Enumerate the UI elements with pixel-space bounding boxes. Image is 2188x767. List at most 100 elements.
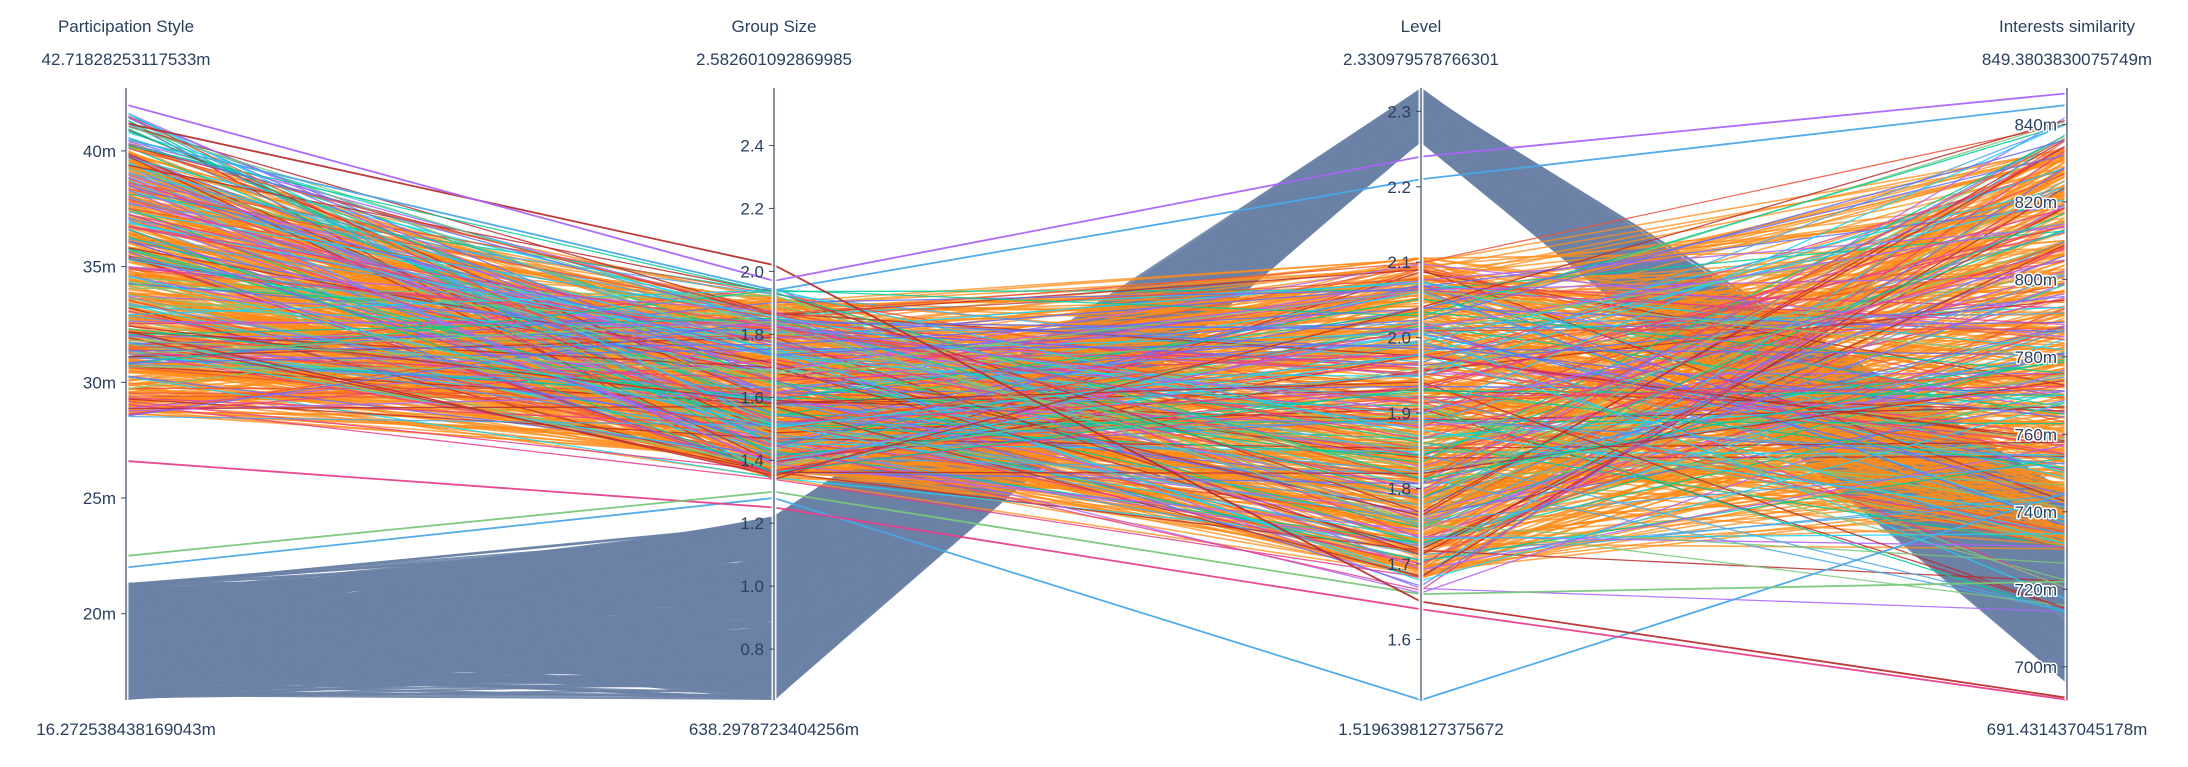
series-line-accent bbox=[125, 137, 2068, 517]
tick-label: 1.0 bbox=[740, 577, 764, 596]
series-line-accent bbox=[125, 272, 2068, 506]
axis-range-max: 849.3803830075749m bbox=[1982, 50, 2152, 69]
series-line-accent bbox=[125, 266, 2068, 571]
series-line-accent bbox=[125, 302, 2068, 522]
series-line-accent bbox=[125, 298, 2068, 550]
axis-title: Group Size bbox=[731, 17, 816, 36]
axis-range-min: 16.272538438169043m bbox=[36, 720, 216, 739]
series-line-accent bbox=[125, 123, 2068, 315]
series-line-accent bbox=[125, 122, 2068, 470]
series-line-accent bbox=[125, 210, 2068, 518]
tick-label: 1.8 bbox=[740, 325, 764, 344]
series-line-accent bbox=[125, 289, 2068, 438]
series-line-accent bbox=[125, 167, 2068, 427]
axis-2[interactable]: 0.8 1.0 1.2 1.4 1.6 1.8 2.0 2.2 2.4 Group Size 2.5… bbox=[689, 17, 859, 739]
series-line-outlier bbox=[125, 104, 2068, 292]
tick-label: 1.9 bbox=[1387, 404, 1411, 423]
series-line-accent bbox=[125, 153, 2068, 352]
tick-label: 35m bbox=[83, 258, 116, 277]
series-line-accent bbox=[125, 203, 2068, 547]
series-line-accent bbox=[125, 139, 2068, 356]
series-line-accent bbox=[125, 258, 2068, 414]
series-line-accent bbox=[125, 193, 2068, 293]
series-line-accent bbox=[125, 112, 2068, 540]
series-line-orange bbox=[125, 350, 2068, 500]
series-line-accent bbox=[125, 123, 2068, 427]
series-line-accent bbox=[125, 144, 2068, 480]
series-line-outlier bbox=[125, 491, 2068, 701]
tick-label: 2.4 bbox=[740, 136, 764, 155]
series-line-accent bbox=[125, 152, 2068, 610]
axes-layer: 20m 25m 30m 35m 40m Participation Style 42.718… bbox=[36, 17, 2152, 739]
series-line-accent bbox=[125, 114, 2068, 587]
axis-title: Level bbox=[1401, 17, 1442, 36]
tick-label: 2.2 bbox=[740, 199, 764, 218]
tick-label: 0.8 bbox=[740, 640, 764, 659]
series-line-accent bbox=[125, 320, 2068, 564]
series-line-accent bbox=[125, 336, 2068, 475]
axis-range-min: 638.2978723404256m bbox=[689, 720, 859, 739]
tick-label: 760m bbox=[2014, 425, 2057, 444]
series-line-accent bbox=[125, 179, 2068, 521]
series-line-accent bbox=[125, 257, 2068, 536]
tick-label: 800m bbox=[2014, 270, 2057, 289]
series-line-accent bbox=[125, 114, 2068, 431]
series-line-accent bbox=[125, 125, 2068, 507]
axis-range-min: 1.5196398127375672 bbox=[1338, 720, 1503, 739]
tick-label: 1.7 bbox=[1387, 555, 1411, 574]
series-line-accent bbox=[125, 145, 2068, 562]
axis-range-max: 2.582601092869985 bbox=[696, 50, 852, 69]
series-line-accent bbox=[125, 306, 2068, 582]
series-line-accent bbox=[125, 119, 2068, 477]
series-line-accent bbox=[125, 340, 2068, 520]
axis-1[interactable]: 20m 25m 30m 35m 40m Participation Style 42.718… bbox=[36, 17, 216, 739]
tick-label: 1.8 bbox=[1387, 480, 1411, 499]
tick-label: 25m bbox=[83, 489, 116, 508]
series-line-accent bbox=[125, 289, 2068, 373]
polylines-layer bbox=[125, 87, 2068, 701]
series-line-accent bbox=[125, 135, 2068, 556]
series-line-accent bbox=[125, 268, 2068, 404]
series-line-accent bbox=[125, 207, 2068, 341]
tick-label: 2.2 bbox=[1387, 178, 1411, 197]
tick-label: 1.6 bbox=[740, 388, 764, 407]
series-line-accent bbox=[125, 221, 2068, 375]
tick-label: 2.3 bbox=[1387, 102, 1411, 121]
tick-label: 820m bbox=[2014, 193, 2057, 212]
axis-3[interactable]: 1.6 1.7 1.8 1.9 2.0 2.1 2.2 2.3 Level 2.330979578… bbox=[1338, 17, 1503, 739]
tick-label: 2.1 bbox=[1387, 253, 1411, 272]
tick-label: 1.4 bbox=[740, 451, 764, 470]
series-line-accent bbox=[125, 122, 2068, 459]
series-line-accent bbox=[125, 241, 2068, 480]
series-line-accent bbox=[125, 136, 2068, 481]
series-line-accent bbox=[125, 226, 2068, 412]
series-line-accent bbox=[125, 111, 2068, 548]
series-line-accent bbox=[125, 280, 2068, 475]
tick-label: 1.6 bbox=[1387, 630, 1411, 649]
tick-label: 2.0 bbox=[1387, 329, 1411, 348]
tick-label: 2.0 bbox=[740, 262, 764, 281]
series-line-orange bbox=[125, 254, 2068, 465]
series-line-accent bbox=[125, 287, 2068, 481]
series-line-accent bbox=[125, 318, 2068, 417]
axis-range-min: 691.431437045178m bbox=[1987, 720, 2148, 739]
tick-label: 740m bbox=[2014, 503, 2057, 522]
series-line-accent bbox=[125, 325, 2068, 610]
series-line-accent bbox=[125, 227, 2068, 474]
series-line-accent bbox=[125, 274, 2068, 427]
series-line-accent bbox=[125, 178, 2068, 578]
series-line-outlier bbox=[125, 460, 2068, 701]
tick-label: 700m bbox=[2014, 658, 2057, 677]
series-line-accent bbox=[125, 206, 2068, 424]
tick-label: 20m bbox=[83, 605, 116, 624]
series-line-accent bbox=[125, 217, 2068, 612]
axis-range-max: 42.71828253117533m bbox=[42, 50, 211, 69]
tick-label: 1.2 bbox=[740, 514, 764, 533]
axis-4[interactable]: 700m 720m 740m 760m 780m 800m 820m 840m Interest… bbox=[1982, 17, 2152, 739]
tick-label: 720m bbox=[2014, 580, 2057, 599]
series-line-accent bbox=[125, 211, 2068, 500]
tick-label: 780m bbox=[2014, 348, 2057, 367]
axis-title: Participation Style bbox=[58, 17, 194, 36]
